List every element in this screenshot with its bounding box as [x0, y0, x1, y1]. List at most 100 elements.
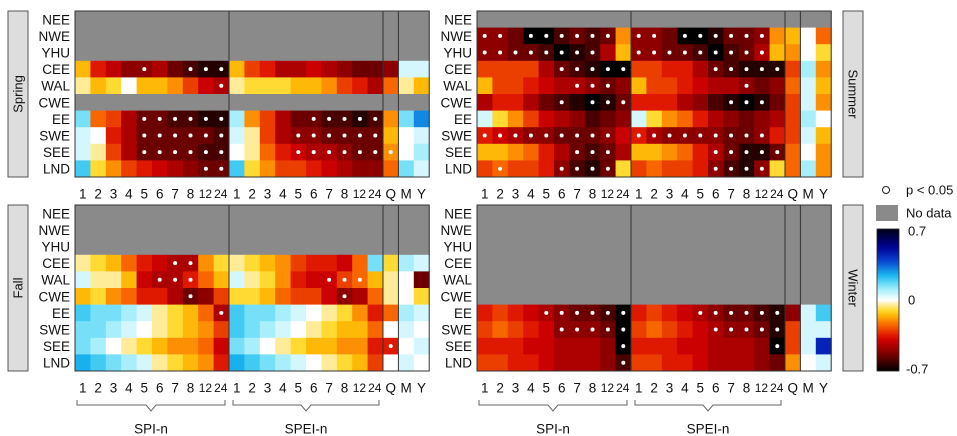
- heatmap-cell-summer-ee-1: [477, 110, 493, 128]
- heatmap-cell-winter-cee-19: [754, 254, 771, 272]
- significance-dot: [203, 116, 208, 121]
- significance-dot: [759, 133, 764, 138]
- significance-dot: [605, 33, 610, 38]
- heatmap-cell-summer-cee-23: [815, 60, 832, 78]
- heatmap-cell-summer-see-11: [631, 143, 647, 161]
- heatmap-cell-spring-nee-15: [290, 11, 307, 29]
- heatmap-cell-fall-swe-12: [244, 321, 261, 339]
- heatmap-cell-spring-cwe-17: [321, 94, 338, 112]
- heatmap-cell-spring-lnd-7: [167, 160, 184, 178]
- heatmap-cell-spring-nee-9: [198, 11, 215, 29]
- row-label-wal: WAL: [41, 273, 70, 288]
- heatmap-cell-winter-lnd-2: [492, 354, 509, 372]
- heatmap-cell-winter-cwe-23: [815, 288, 832, 306]
- significance-dot: [744, 150, 749, 155]
- significance-dot: [775, 327, 780, 332]
- heatmap-cell-fall-see-7: [167, 337, 184, 355]
- heatmap-cell-spring-nee-21: [383, 11, 399, 29]
- x-tick-label: 1: [481, 187, 489, 202]
- heatmap-cell-winter-swe-11: [631, 321, 647, 339]
- heatmap-cell-winter-cee-18: [738, 254, 755, 272]
- heatmap-cell-summer-cwe-22: [800, 94, 817, 112]
- heatmap-cell-winter-swe-5: [538, 321, 555, 339]
- significance-dot: [311, 116, 316, 121]
- significance-dot: [621, 344, 626, 349]
- heatmap-cell-spring-lnd-21: [383, 160, 399, 178]
- heatmap-cell-fall-see-15: [290, 337, 307, 355]
- season-box-fall: [7, 204, 29, 372]
- heatmap-cell-spring-lnd-19: [352, 160, 369, 178]
- heatmap-cell-fall-yhu-5: [136, 238, 153, 256]
- heatmap-cell-spring-ee-3: [105, 110, 122, 128]
- heatmap-cell-fall-ee-3: [105, 304, 122, 322]
- heatmap-cell-summer-cwe-21: [785, 94, 801, 112]
- x-tick-label: 24: [368, 187, 382, 201]
- significance-dot: [713, 33, 718, 38]
- heatmap-cell-fall-nwe-21: [383, 221, 399, 239]
- significance-dot: [636, 50, 641, 55]
- heatmap-cell-summer-wal-20: [769, 77, 786, 95]
- heatmap-cell-winter-nwe-18: [738, 221, 755, 239]
- heatmap-cell-fall-ee-6: [152, 304, 168, 322]
- heatmap-cell-winter-see-8: [584, 337, 601, 355]
- heatmap-cell-fall-cee-14: [275, 254, 292, 272]
- heatmap-cell-spring-cee-15: [290, 60, 307, 78]
- heatmap-cell-winter-cee-10: [615, 254, 632, 272]
- heatmap-cell-winter-wal-10: [615, 271, 632, 289]
- heatmap-cell-winter-nwe-13: [661, 221, 678, 239]
- heatmap-cell-summer-nee-21: [785, 11, 801, 29]
- heatmap-cell-winter-cee-3: [507, 254, 524, 272]
- x-tick-label: 3: [512, 381, 520, 396]
- heatmap-cell-fall-cwe-12: [244, 288, 261, 306]
- heatmap-cell-spring-cee-22: [398, 60, 415, 78]
- heatmap-cell-winter-ee-21: [785, 304, 801, 322]
- x-tick-label: M: [802, 381, 813, 396]
- significance-dot: [219, 310, 224, 315]
- heatmap-cell-winter-nwe-12: [646, 221, 663, 239]
- heatmap-cell-winter-nwe-8: [584, 221, 601, 239]
- heatmap-cell-fall-nee-4: [121, 205, 138, 223]
- heatmap-cell-summer-nee-15: [692, 11, 709, 29]
- heatmap-cell-winter-cwe-21: [785, 288, 801, 306]
- heatmap-cell-summer-wal-14: [677, 77, 694, 95]
- heatmap-cell-spring-yhu-16: [306, 44, 322, 62]
- heatmap-cell-summer-nee-9: [600, 11, 617, 29]
- heatmap-cell-fall-see-6: [152, 337, 168, 355]
- x-tick-label: 1: [79, 381, 87, 396]
- heatmap-cell-winter-lnd-23: [815, 354, 832, 372]
- heatmap-cell-winter-cee-2: [492, 254, 509, 272]
- heatmap-cell-summer-see-2: [492, 143, 509, 161]
- heatmap-cell-fall-lnd-22: [398, 354, 415, 372]
- heatmap-cell-fall-cee-6: [152, 254, 168, 272]
- x-tick-label: 2: [496, 381, 504, 396]
- significance-dot: [744, 166, 749, 171]
- heatmap-cell-spring-nwe-13: [259, 27, 276, 45]
- heatmap-cell-spring-cwe-19: [352, 94, 369, 112]
- heatmap-cell-spring-swe-21: [383, 127, 399, 145]
- heatmap-cell-winter-cwe-18: [738, 288, 755, 306]
- significance-dot: [388, 150, 393, 155]
- heatmap-cell-spring-lnd-22: [398, 160, 415, 178]
- heatmap-cell-fall-cee-16: [306, 254, 322, 272]
- heatmap-cell-spring-nwe-22: [398, 27, 415, 45]
- x-tick-label: 1: [233, 381, 241, 396]
- heatmap-cell-fall-nee-23: [413, 205, 430, 223]
- heatmap-cell-summer-see-13: [661, 143, 678, 161]
- heatmap-cell-winter-see-17: [723, 337, 740, 355]
- heatmap-cell-summer-see-22: [800, 143, 817, 161]
- heatmap-cell-spring-nwe-5: [136, 27, 153, 45]
- heatmap-cell-spring-nee-18: [336, 11, 353, 29]
- heatmap-cell-winter-nwe-9: [600, 221, 617, 239]
- heatmap-cell-winter-cwe-9: [600, 288, 617, 306]
- heatmap-cell-summer-ee-9: [600, 110, 617, 128]
- heatmap-cell-fall-lnd-15: [290, 354, 307, 372]
- heatmap-cell-summer-nee-22: [800, 11, 817, 29]
- heatmap-cell-spring-nee-10: [213, 11, 230, 29]
- heatmap-cell-fall-see-16: [306, 337, 322, 355]
- heatmap-cell-spring-nwe-14: [275, 27, 292, 45]
- significance-dot: [157, 150, 162, 155]
- heatmap-cell-summer-ee-6: [554, 110, 570, 128]
- significance-dot: [575, 310, 580, 315]
- heatmap-cell-fall-nwe-2: [90, 221, 107, 239]
- x-tick-label: 12: [353, 381, 367, 395]
